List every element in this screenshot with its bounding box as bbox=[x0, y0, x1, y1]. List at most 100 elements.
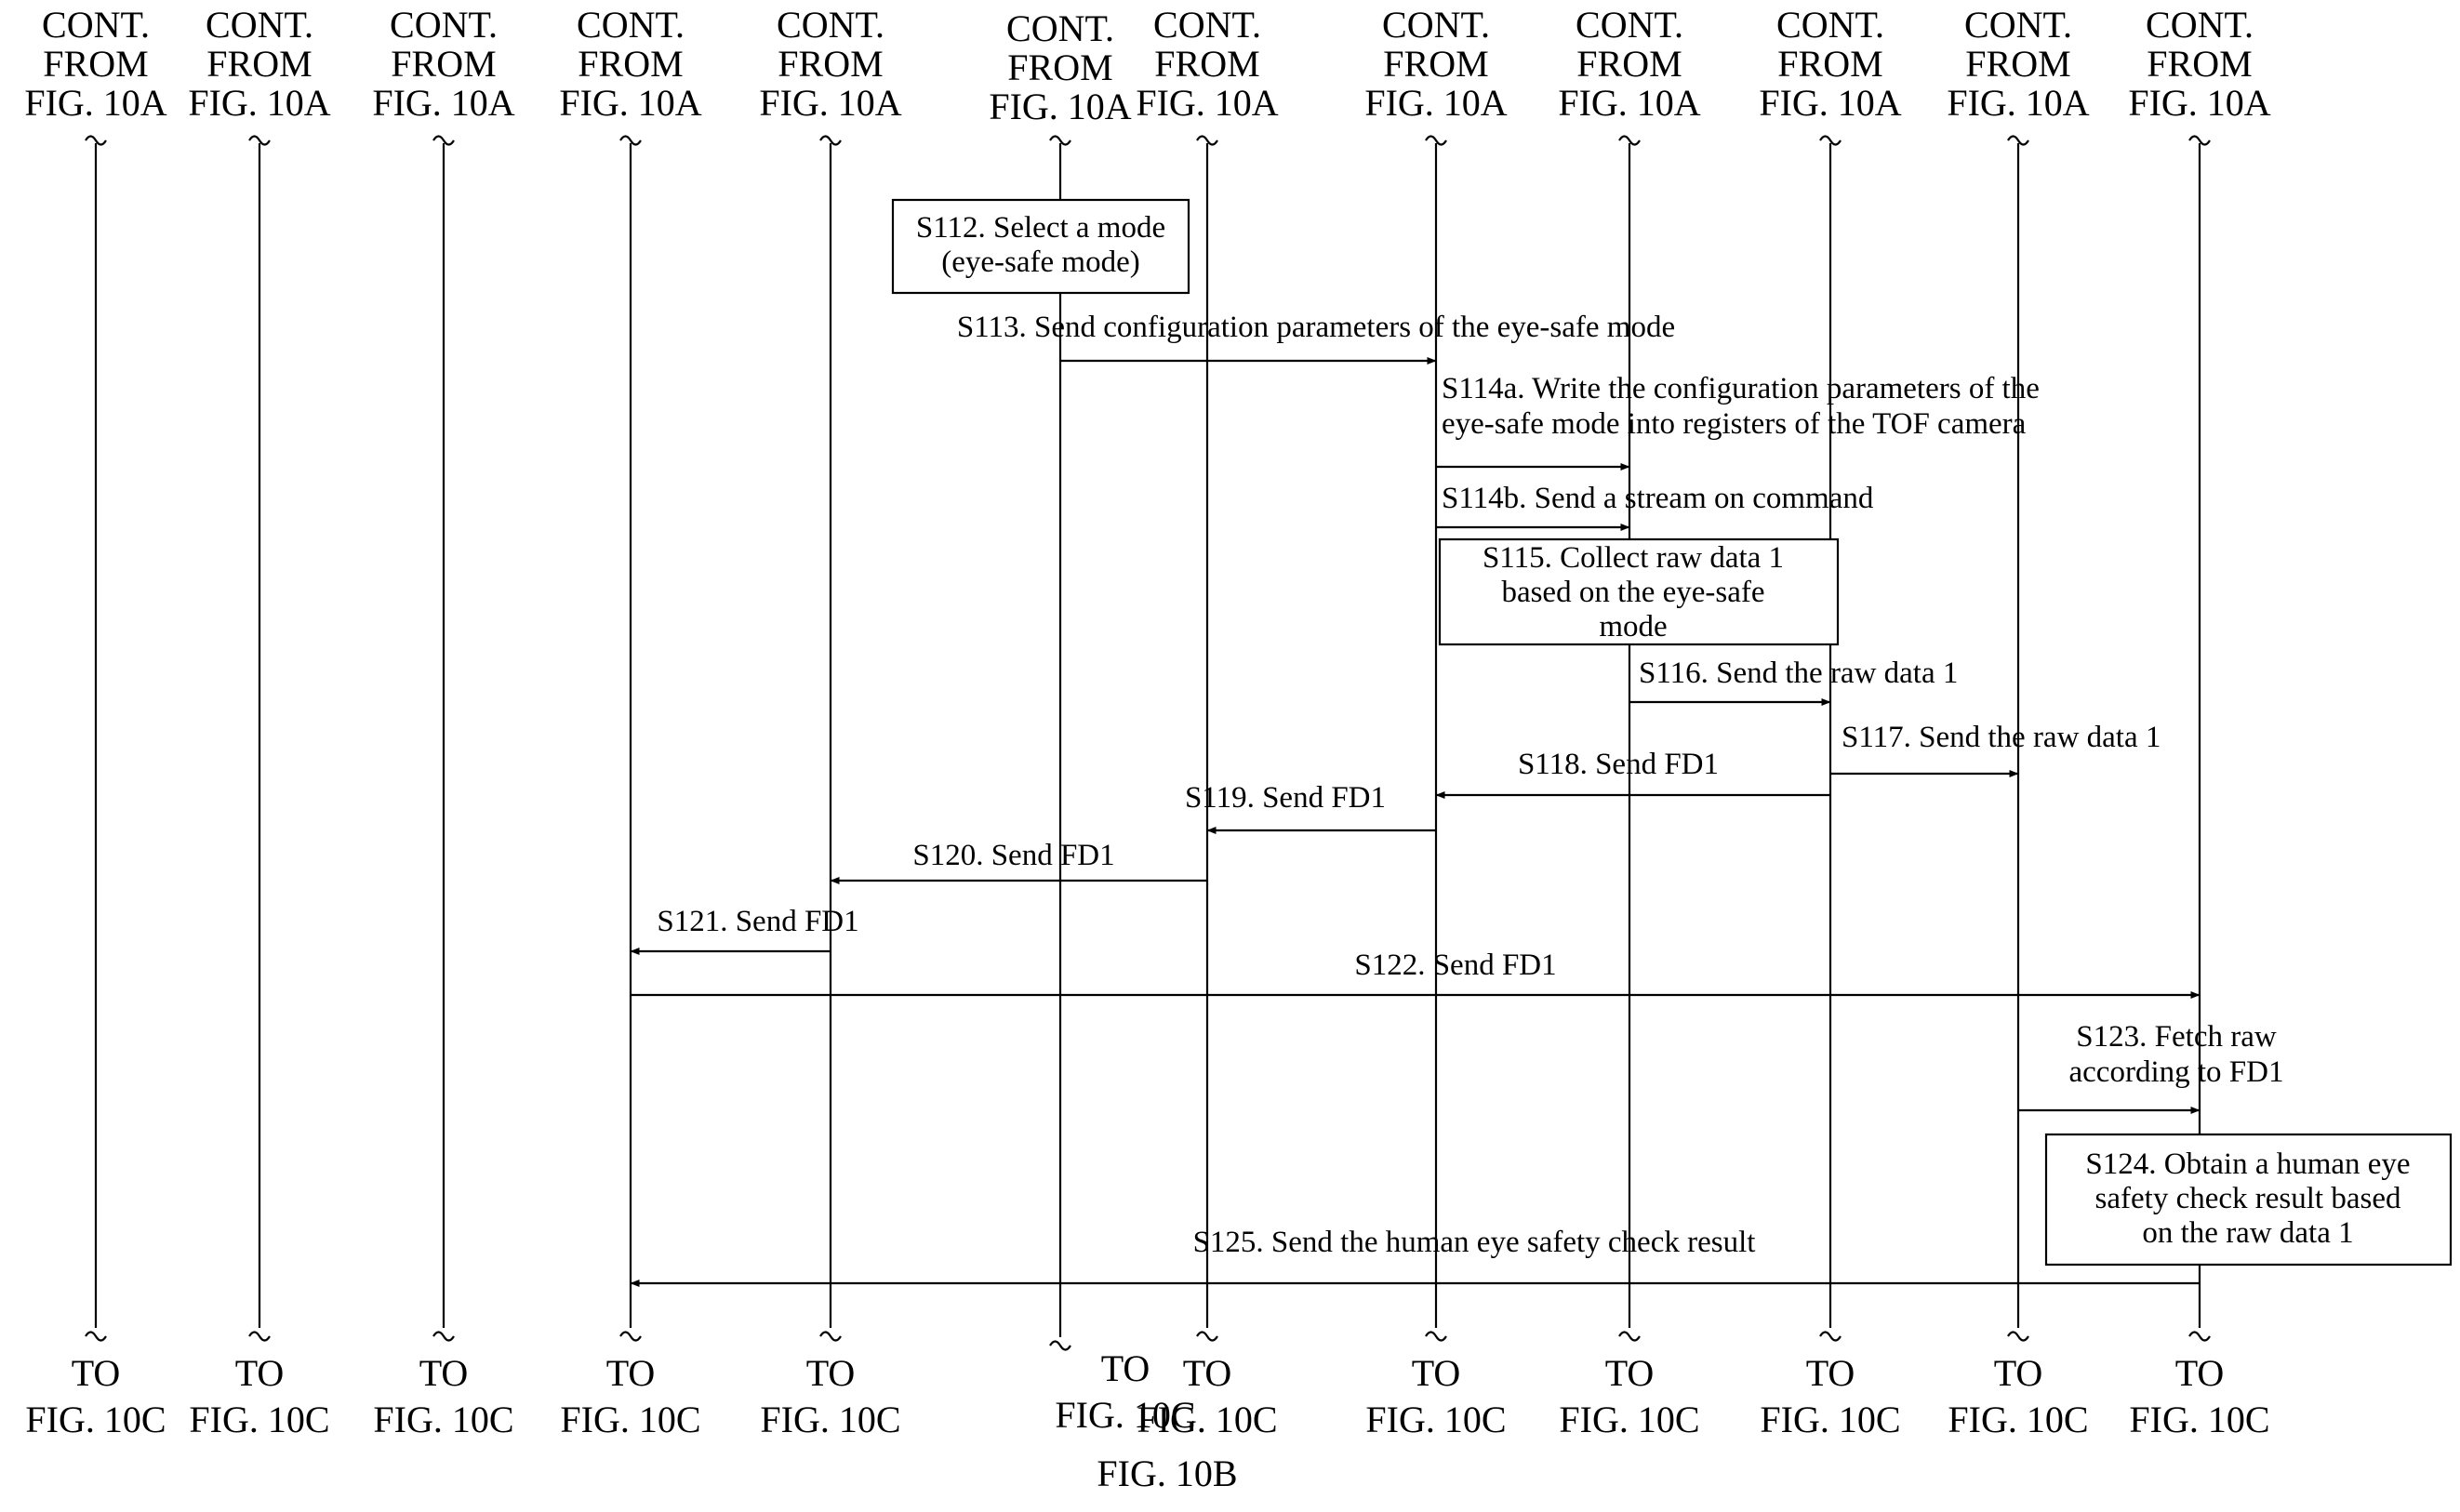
message-label-s122: S122. Send FD1 bbox=[1354, 948, 1556, 982]
break-mark bbox=[619, 135, 642, 146]
message-label-s118: S118. Send FD1 bbox=[1518, 748, 1719, 781]
lifeline-header-line: FROM bbox=[43, 43, 148, 85]
break-mark bbox=[819, 1331, 842, 1342]
process-box-label-line: safety check result based bbox=[2095, 1182, 2401, 1215]
lifeline-header: CONT. FROM FIG. 10A bbox=[989, 7, 1131, 127]
lifeline-header-line: FIG. 10A bbox=[24, 82, 166, 124]
message-label-s120-line: S120. Send FD1 bbox=[912, 839, 1114, 872]
message-label-s114a-line: eye-safe mode into registers of the TOF … bbox=[1442, 407, 2027, 441]
lifeline-footer-line: FIG. 10C bbox=[1948, 1399, 2088, 1440]
lifeline-footer-line: FIG. 10C bbox=[1055, 1394, 1195, 1436]
message-label-s122-line: S122. Send FD1 bbox=[1354, 948, 1556, 982]
lifeline-footer-line: FIG. 10C bbox=[25, 1399, 166, 1440]
lifeline-footer-line: TO bbox=[606, 1352, 656, 1394]
lifeline-header-line: FIG. 10A bbox=[1136, 82, 1278, 124]
lifeline-header-line: FROM bbox=[1154, 43, 1259, 85]
lifeline-header: CONT. FROM FIG. 10A bbox=[559, 4, 701, 124]
lifeline-header: CONT. FROM FIG. 10A bbox=[1759, 4, 1901, 124]
lifeline-footer-line: TO bbox=[1101, 1347, 1150, 1389]
lifeline-footer-line: TO bbox=[1806, 1352, 1855, 1394]
message-label-s114a-line: S114a. Write the configuration parameter… bbox=[1442, 372, 2040, 405]
lifeline-header-line: FROM bbox=[1007, 46, 1112, 88]
break-mark bbox=[1618, 135, 1641, 146]
process-box-s115 bbox=[1438, 537, 1840, 646]
message-label-s125: S125. Send the human eye safety check re… bbox=[1193, 1226, 1756, 1259]
lifeline-footer: TO FIG. 10C bbox=[189, 1352, 329, 1440]
lifeline-header: CONT. FROM FIG. 10A bbox=[188, 4, 330, 124]
lifeline-footer-line: TO bbox=[2175, 1352, 2225, 1394]
lifeline-header-line: FIG. 10A bbox=[1947, 82, 2089, 124]
break-mark bbox=[1819, 135, 1842, 146]
lifeline-footer-line: TO bbox=[419, 1352, 469, 1394]
lifeline-footer-line: FIG. 10C bbox=[1365, 1399, 1506, 1440]
message-label-s121: S121. Send FD1 bbox=[657, 905, 858, 938]
lifeline-footer-line: FIG. 10C bbox=[2129, 1399, 2269, 1440]
process-box-label: S124. Obtain a human eye safety check res… bbox=[2085, 1147, 2410, 1250]
lifeline-header-line: CONT. bbox=[1576, 4, 1683, 46]
break-mark bbox=[2007, 1331, 2029, 1342]
process-box-label-line: based on the eye-safe bbox=[1501, 576, 1764, 609]
lifeline-header: CONT. FROM FIG. 10A bbox=[24, 4, 166, 124]
lifeline-header-line: FIG. 10A bbox=[989, 86, 1131, 127]
message-label-s113-line: S113. Send configuration parameters of t… bbox=[957, 311, 1675, 344]
lifeline-header: CONT. FROM FIG. 10A bbox=[2128, 4, 2270, 124]
message-label-s113: S113. Send configuration parameters of t… bbox=[957, 311, 1675, 344]
lifeline-footer: TO FIG. 10C bbox=[2129, 1352, 2269, 1440]
message-label-s120: S120. Send FD1 bbox=[912, 839, 1114, 872]
lifeline-footer-line: TO bbox=[1605, 1352, 1655, 1394]
break-mark bbox=[1618, 1331, 1641, 1342]
lifeline-header-line: FROM bbox=[578, 43, 683, 85]
lifeline-header-line: FIG. 10A bbox=[188, 82, 330, 124]
message-label-s114b: S114b. Send a stream on command bbox=[1442, 482, 1874, 515]
message-label-s123-line: according to FD1 bbox=[2069, 1055, 2284, 1089]
break-mark bbox=[1819, 1331, 1842, 1342]
process-box-label-line: mode bbox=[1599, 610, 1667, 643]
process-box-label-line: S112. Select a mode bbox=[916, 211, 1165, 245]
process-box-label: S112. Select a mode (eye-safe mode) bbox=[916, 211, 1165, 279]
break-mark bbox=[1049, 1340, 1071, 1351]
lifeline-header-line: FIG. 10A bbox=[1364, 82, 1507, 124]
break-mark bbox=[619, 1331, 642, 1342]
lifeline-header-line: FROM bbox=[1576, 43, 1682, 85]
lifeline-header-line: FROM bbox=[391, 43, 496, 85]
break-mark bbox=[1196, 1331, 1218, 1342]
lifeline-footer-line: FIG. 10C bbox=[560, 1399, 700, 1440]
lifeline-header-line: FROM bbox=[206, 43, 312, 85]
lifeline-footer: TO FIG. 10C bbox=[1948, 1352, 2088, 1440]
break-mark bbox=[1425, 135, 1447, 146]
lifeline-header-line: CONT. bbox=[390, 4, 498, 46]
process-box-label-line: (eye-safe mode) bbox=[941, 245, 1139, 279]
lifeline-header-line: FROM bbox=[1777, 43, 1882, 85]
lifeline-header: CONT. FROM FIG. 10A bbox=[1364, 4, 1507, 124]
lifeline-header-line: FROM bbox=[2147, 43, 2252, 85]
lifeline-footer: TO FIG. 10C bbox=[373, 1352, 513, 1440]
lifeline-footer-line: FIG. 10C bbox=[373, 1399, 513, 1440]
lifeline-header-line: FIG. 10A bbox=[1558, 82, 1700, 124]
lifeline-footer-line: TO bbox=[1994, 1352, 2043, 1394]
process-box-label-line: on the raw data 1 bbox=[2142, 1216, 2353, 1250]
message-label-s119-line: S119. Send FD1 bbox=[1185, 781, 1386, 815]
lifeline-header-line: CONT. bbox=[2146, 4, 2254, 46]
lifeline-footer-line: TO bbox=[235, 1352, 285, 1394]
lifeline-footer-line: FIG. 10C bbox=[189, 1399, 329, 1440]
lifeline-header: CONT. FROM FIG. 10A bbox=[372, 4, 514, 124]
lifeline-footer: TO FIG. 10C bbox=[1365, 1352, 1506, 1440]
message-label-s114b-line: S114b. Send a stream on command bbox=[1442, 482, 1874, 515]
message-label-s117: S117. Send the raw data 1 bbox=[1842, 721, 2161, 754]
lifeline-header-line: FIG. 10A bbox=[2128, 82, 2270, 124]
break-mark bbox=[1196, 135, 1218, 146]
lifeline-footer-line: TO bbox=[72, 1352, 121, 1394]
lifeline-footer: TO FIG. 10C bbox=[1559, 1352, 1699, 1440]
lifeline-footer: TO FIG. 10C bbox=[25, 1352, 166, 1440]
break-mark bbox=[85, 135, 107, 146]
break-mark bbox=[248, 135, 271, 146]
message-label-s114a: S114a. Write the configuration parameter… bbox=[1442, 372, 2040, 441]
break-mark bbox=[85, 1331, 107, 1342]
lifeline-footer: TO FIG. 10C bbox=[1760, 1352, 1900, 1440]
lifeline-header: CONT. FROM FIG. 10A bbox=[1947, 4, 2089, 124]
lifeline-footer: TO FIG. 10C bbox=[1137, 1352, 1277, 1440]
break-mark bbox=[1049, 135, 1071, 146]
lifeline-header-line: FIG. 10A bbox=[372, 82, 514, 124]
lifeline-header-line: FROM bbox=[1965, 43, 2070, 85]
